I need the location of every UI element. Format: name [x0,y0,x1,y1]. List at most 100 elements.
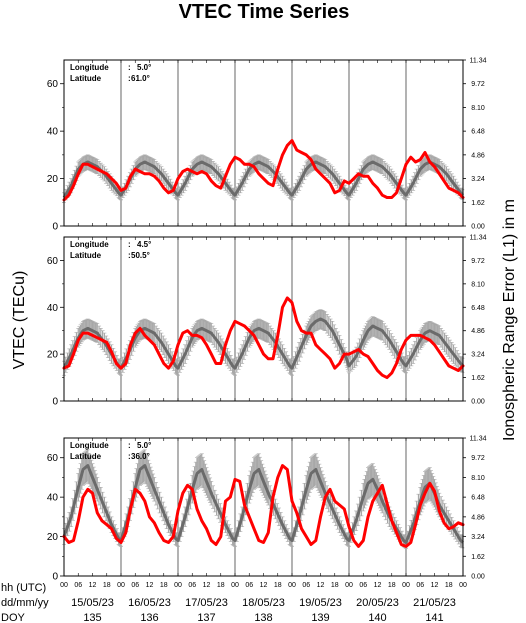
longitude-label: Longitude [70,63,109,72]
x-date-label: 21/05/23 [413,597,456,609]
x-hour-label: 12 [203,582,211,589]
x-hour-label: 12 [146,582,154,589]
x-hour-label: 06 [131,582,139,589]
panels: 0 20 40 60 0.00 1.62 3.24 4.86 6.48 8.10 9.72 11.34… [47,58,487,583]
longitude-label: Longitude [70,441,109,450]
plot-area [64,438,463,576]
x-hour-label: 18 [331,582,339,589]
right-tick-label: 8.10 [471,281,485,288]
x-hour-label: 06 [245,582,253,589]
y-tick-label: 60 [47,79,59,90]
right-tick-label: 8.10 [471,105,485,112]
x-doy-label: 138 [254,612,272,623]
x-row-label: DOY [1,612,26,623]
latitude-label: Latitude [70,74,102,83]
x-hour-label: 06 [359,582,367,589]
right-tick-label: 4.86 [471,514,485,521]
panel-2: 0 20 40 60 0.00 1.62 3.24 4.86 6.48 8.10 9.72 11.34… [47,235,487,408]
y-tick-label: 20 [47,350,59,361]
colon: : [128,251,131,260]
right-tick-label: 4.86 [471,152,485,159]
y-tick-label: 20 [47,532,59,543]
right-tick-label: 3.24 [471,352,485,359]
colon: : [128,74,131,83]
right-tick-label: 8.10 [471,475,485,482]
x-date-label: 18/05/23 [242,597,285,609]
x-hour-label: 18 [445,582,453,589]
right-tick-label: 0.00 [471,399,485,406]
right-tick-label: 1.62 [471,375,485,382]
right-tick-label: 1.62 [471,554,485,561]
x-doy-label: 137 [197,612,215,623]
longitude-value: 5.0° [137,441,151,450]
observed-series-line [62,464,465,548]
right-tick-label: 6.48 [471,305,485,312]
location-info: Longitude:4.5° Latitude:50.5° [70,240,151,260]
colon: : [128,441,131,450]
x-hour-label: 00 [174,582,182,589]
x-date-label: 15/05/23 [71,597,114,609]
reference-band [62,309,465,376]
x-hour-label: 00 [231,582,239,589]
x-hour-label: 00 [402,582,410,589]
x-hour-label: 18 [274,582,282,589]
right-tick-label: 11.34 [470,436,487,443]
location-info: Longitude:5.0° Latitude:61.0° [70,63,151,83]
x-hour-label: 18 [160,582,168,589]
right-tick-label: 0.00 [471,574,485,581]
x-hour-label: 18 [217,582,225,589]
x-date-label: 19/05/23 [299,597,342,609]
x-date-label: 16/05/23 [128,597,171,609]
plot-area [64,237,463,401]
y-tick-label: 40 [47,127,59,138]
latitude-label: Latitude [70,251,102,260]
y-tick-label: 20 [47,174,59,185]
right-tick-label: 11.34 [470,58,487,65]
x-row-label: hh (UTC) [1,582,46,594]
latitude-value: 61.0° [131,74,150,83]
right-tick-label: 1.62 [471,200,485,207]
right-tick-label: 4.86 [471,328,485,335]
x-hour-label: 18 [103,582,111,589]
right-tick-label: 11.34 [470,235,487,242]
y-tick-label: 0 [52,572,58,583]
longitude-value: 5.0° [137,63,151,72]
x-hour-label: 12 [431,582,439,589]
x-hour-label: 00 [60,582,68,589]
x-hour-label: 06 [416,582,424,589]
panel-3: 0 20 40 60 0.00 1.62 3.24 4.86 6.48 8.10 9.72 11.34… [47,436,487,583]
longitude-label: Longitude [70,240,109,249]
x-hour-label: 00 [288,582,296,589]
x-date-label: 17/05/23 [185,597,228,609]
latitude-value: 36.0° [131,452,150,461]
panel-1: 0 20 40 60 0.00 1.62 3.24 4.86 6.48 8.10 9.72 11.34… [47,58,487,233]
y-tick-label: 40 [47,493,59,504]
y-tick-label: 40 [47,303,59,314]
longitude-value: 4.5° [137,240,151,249]
x-doy-label: 141 [425,612,443,623]
plot-area [64,60,463,226]
colon: : [128,240,131,249]
x-doy-label: 140 [368,612,386,623]
x-hour-label: 06 [74,582,82,589]
x-doy-label: 139 [311,612,329,623]
right-tick-label: 9.72 [471,81,485,88]
y-tick-label: 60 [47,256,59,267]
y-tick-label: 0 [52,397,58,408]
x-row-label: dd/mm/yy [1,597,49,609]
colon: : [128,63,131,72]
y-axis-label: VTEC (TECu) [11,271,28,370]
x-date-label: 20/05/23 [356,597,399,609]
latitude-label: Latitude [70,452,102,461]
y-axis-label-right: Ionospheric Range Error (L1) in m [501,199,518,441]
right-tick-label: 9.72 [471,455,485,462]
right-tick-label: 0.00 [471,224,485,231]
right-tick-label: 9.72 [471,258,485,265]
right-tick-label: 3.24 [471,534,485,541]
right-tick-label: 6.48 [471,495,485,502]
right-tick-label: 3.24 [471,176,485,183]
x-doy-label: 136 [140,612,158,623]
x-hour-label: 00 [345,582,353,589]
observed-series-line [62,296,465,380]
